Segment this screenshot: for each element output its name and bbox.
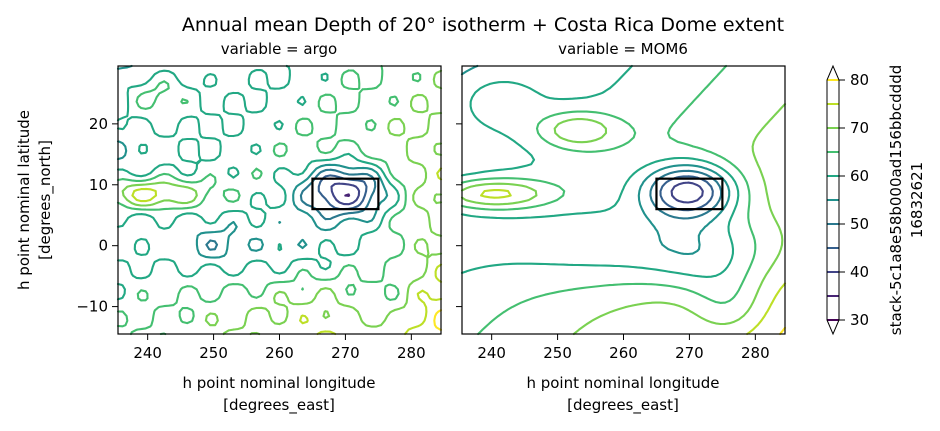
panel-mom6-xlabel-line2: [degrees_east] [567, 396, 679, 415]
panel-argo-xlabel-line2: [degrees_east] [223, 396, 335, 415]
panel-argo: variable = argo 240 250 260 270 280 −10 0 10 20… [15, 40, 443, 415]
y-tick-label: 10 [89, 176, 108, 194]
figure-title: Annual mean Depth of 20° isotherm + Cost… [182, 14, 784, 36]
contour-level-55 [116, 64, 389, 259]
panel-argo-yticks: −10 0 10 20 [76, 115, 118, 316]
x-tick-label: 270 [331, 344, 360, 362]
colorbar-tick-label: 80 [850, 71, 869, 89]
colorbar-label-line1: stack-5c1a8e58b000ad156bbcdddd [887, 65, 905, 336]
x-tick-label: 250 [199, 344, 228, 362]
colorbar-tick-label: 70 [850, 119, 869, 137]
panel-mom6-subtitle: variable = MOM6 [558, 40, 688, 58]
panel-argo-contours [116, 64, 443, 336]
colorbar-tick-label: 60 [850, 167, 869, 185]
colorbar-swatches [827, 79, 839, 321]
contour-level-55 [460, 64, 731, 256]
x-tick-label: 250 [543, 344, 572, 362]
panel-mom6-yticks [456, 123, 462, 308]
contour-level-40 [670, 181, 704, 204]
panel-mom6-contours [460, 64, 787, 336]
contour-level-35 [344, 193, 351, 197]
panel-mom6: variable = MOM6 240 250 260 270 280 h point … [456, 40, 787, 415]
colorbar: 30 40 50 60 70 80 stack-5c1a8e58b000ad156bbcd… [826, 64, 926, 336]
contour-level-65 [460, 64, 757, 336]
x-tick-label: 240 [133, 344, 162, 362]
panel-argo-xlabel-line1: h point nominal longitude [182, 374, 375, 392]
contour-level-45 [659, 175, 714, 212]
x-tick-label: 260 [265, 344, 294, 362]
panel-mom6-dome-box [655, 177, 724, 211]
contour-level-60 [460, 64, 740, 278]
contour-level-80 [433, 309, 443, 331]
x-tick-label: 280 [741, 344, 770, 362]
y-tick-label: 20 [89, 115, 108, 133]
colorbar-ticks: 30 40 50 60 70 80 [839, 71, 869, 329]
contour-level-70 [121, 69, 443, 336]
panel-mom6-xticks: 240 250 260 270 280 [477, 334, 770, 362]
contour-level-75 [131, 167, 443, 336]
x-tick-label: 270 [675, 344, 704, 362]
contour-level-40 [330, 182, 361, 206]
x-tick-label: 260 [609, 344, 638, 362]
panel-argo-ylabel-line2: [degrees_north] [36, 140, 55, 260]
colorbar-tick-label: 50 [850, 215, 869, 233]
contour-level-70 [460, 103, 787, 336]
y-tick-label: −10 [76, 298, 108, 316]
contour-level-65 [116, 64, 422, 336]
panel-argo-xticks: 240 250 260 270 280 [133, 334, 426, 362]
x-tick-label: 240 [477, 344, 506, 362]
contour-level-50 [205, 168, 377, 251]
colorbar-label-line2: 16832621 [908, 162, 926, 238]
y-tick-label: 0 [98, 237, 108, 255]
panel-argo-ylabel-line1: h point nominal latitude [15, 110, 33, 290]
panel-argo-subtitle: variable = argo [221, 40, 337, 58]
x-tick-label: 280 [397, 344, 426, 362]
contour-level-60 [116, 64, 400, 301]
colorbar-tick-label: 40 [850, 263, 869, 281]
panel-mom6-xlabel-line1: h point nominal longitude [526, 374, 719, 392]
colorbar-tick-label: 30 [850, 311, 869, 329]
panel-argo-dome-box [311, 177, 380, 211]
contour-level-75 [480, 189, 787, 336]
contour-level-80 [779, 326, 787, 336]
